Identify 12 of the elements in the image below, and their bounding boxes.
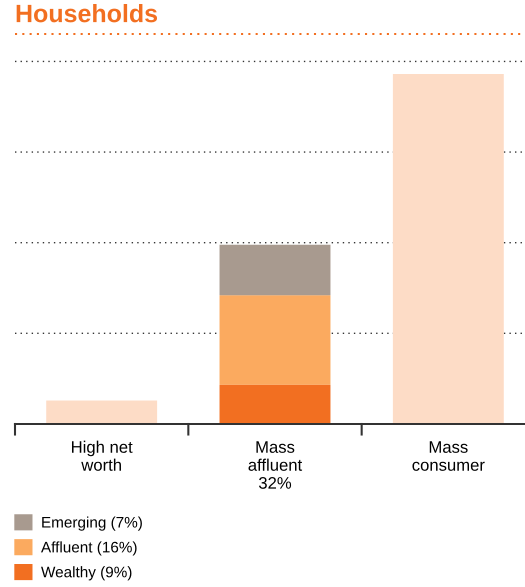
chart-title: Households [16,4,158,22]
x-tick-label: Mass consumer [412,441,485,471]
legend-label: Emerging (7%) [42,516,142,531]
bar [220,244,330,296]
bar [220,384,330,424]
bar [392,74,504,424]
bar [46,400,158,424]
legend-label: Affluent (16%) [41,541,137,556]
legend-label: Wealthy (9%) [41,566,132,580]
x-tick-label: High net worth [72,440,133,471]
bar [220,295,330,385]
x-tick-label: Mass affluent 32% [248,441,302,489]
